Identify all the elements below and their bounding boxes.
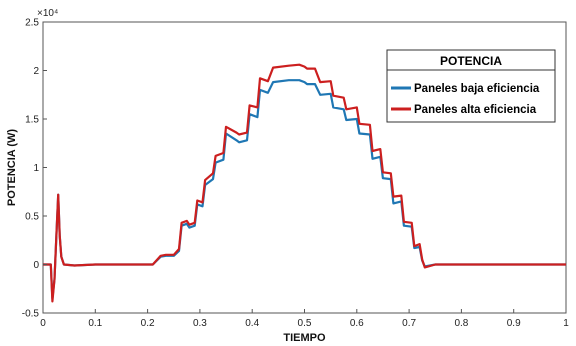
legend: POTENCIA Paneles baja eficiencia Paneles… <box>386 49 556 123</box>
series-line-alta <box>43 63 566 303</box>
y-tick-label: -0.5 <box>22 309 40 320</box>
series-layer <box>43 63 566 303</box>
x-tick-label: 0.1 <box>88 318 102 329</box>
x-axis-label: TIEMPO <box>283 332 326 344</box>
x-tick-label: 0.7 <box>402 318 416 329</box>
x-tick-label: 0.8 <box>454 318 468 329</box>
x-ticks: 0 0.1 0.2 0.3 0.4 0.5 0.6 0.7 0.8 0.9 1 <box>40 309 569 329</box>
y-tick-label: 2 <box>33 66 39 77</box>
x-tick-label: 1 <box>563 318 569 329</box>
y-axis-label: POTENCIA (W) <box>6 129 18 207</box>
y-axis-multiplier: ×10⁴ <box>37 8 58 19</box>
y-tick-label: 0.5 <box>25 212 39 223</box>
x-tick-label: 0.2 <box>141 318 155 329</box>
y-tick-label: 2.5 <box>25 18 39 29</box>
x-tick-label: 0.3 <box>193 318 207 329</box>
x-tick-label: 0.5 <box>298 318 312 329</box>
y-tick-label: 0 <box>33 260 39 271</box>
legend-label-alta: Paneles alta eficiencia <box>414 104 537 116</box>
y-tick-label: 1 <box>33 163 39 174</box>
x-tick-label: 0.6 <box>350 318 364 329</box>
x-tick-label: 0.4 <box>245 318 259 329</box>
legend-title: POTENCIA <box>440 54 502 68</box>
legend-box <box>386 49 556 123</box>
legend-label-baja: Paneles baja eficiencia <box>414 83 540 95</box>
y-ticks: -0.5 0 0.5 1 1.5 2 2.5 <box>22 18 47 320</box>
x-tick-label: 0 <box>40 318 46 329</box>
x-tick-label: 0.9 <box>507 318 521 329</box>
y-tick-label: 1.5 <box>25 115 39 126</box>
